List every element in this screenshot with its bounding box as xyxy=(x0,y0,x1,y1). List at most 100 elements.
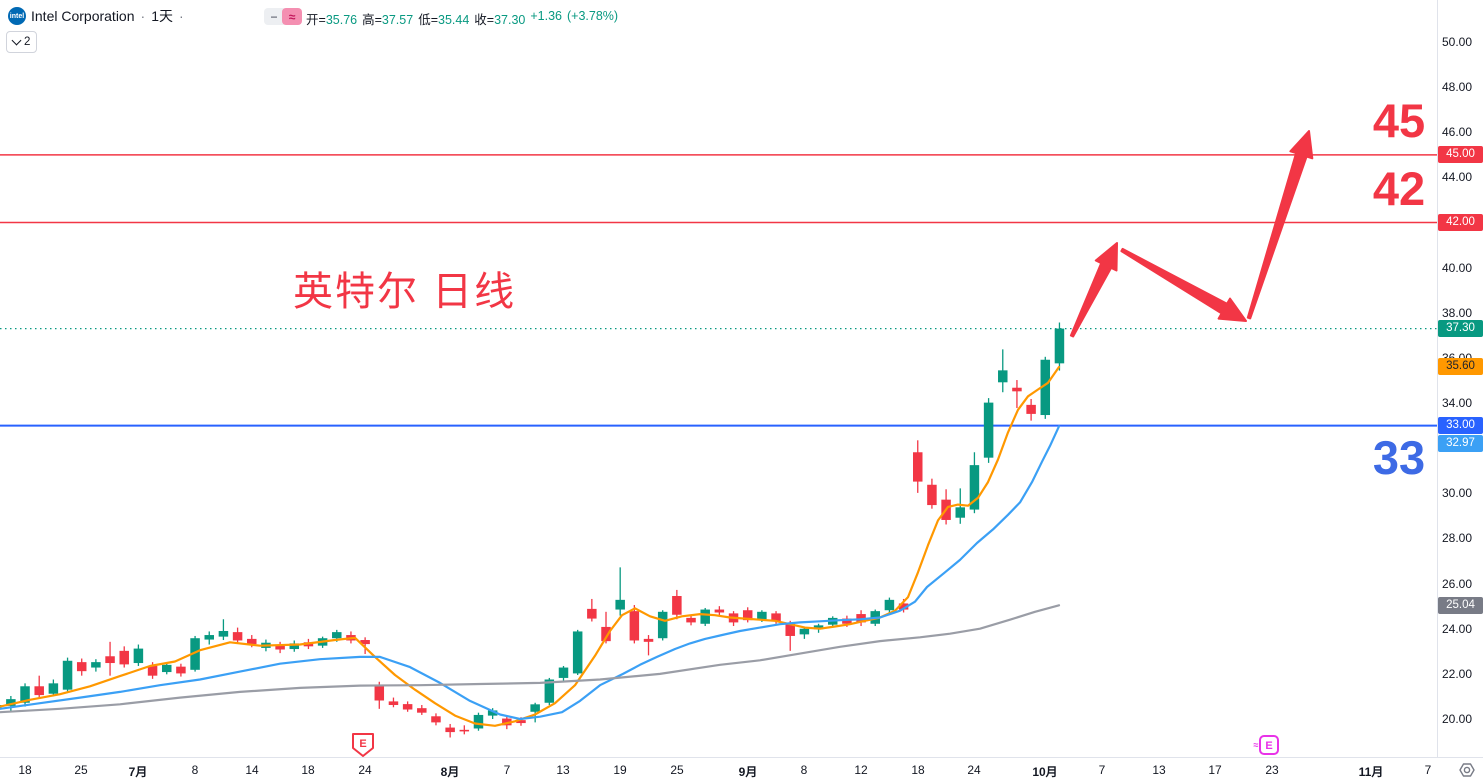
candle-body xyxy=(1054,328,1065,364)
price-tick: 24.00 xyxy=(1442,621,1473,636)
price-tick: 44.00 xyxy=(1442,170,1473,185)
price-tick: 20.00 xyxy=(1442,712,1473,726)
hide-indicator-chip[interactable]: − xyxy=(264,8,284,25)
candle-body xyxy=(884,599,895,611)
candlestick-series[interactable] xyxy=(0,322,1065,738)
open-label: 开= xyxy=(306,13,326,27)
chart-title-annotation[interactable]: 英特尔 日线 xyxy=(293,270,517,314)
time-tick: 7 xyxy=(503,763,511,777)
candle-body xyxy=(742,610,753,621)
minus-icon: − xyxy=(270,9,278,24)
price-axis-label: 33.00 xyxy=(1438,417,1483,435)
candle-body xyxy=(615,599,625,610)
candle-body xyxy=(445,727,455,733)
candle-body xyxy=(374,684,385,701)
candle-body xyxy=(799,628,810,635)
time-tick: 7月 xyxy=(128,765,148,779)
approx-icon: ≈ xyxy=(1254,740,1259,750)
ma-slow-line[interactable] xyxy=(0,604,1061,714)
candle-body xyxy=(147,665,158,676)
price-tick: 40.00 xyxy=(1442,260,1473,275)
arrow-up-1[interactable] xyxy=(1069,242,1118,338)
change-value: +1.36 xyxy=(530,9,563,23)
candle-body xyxy=(1026,404,1036,414)
earnings-reported-marker[interactable]: E xyxy=(352,733,374,757)
price-axis-label: 35.60 xyxy=(1438,358,1483,376)
axis-separator xyxy=(1437,0,1438,757)
candle-body xyxy=(232,632,243,641)
arrow-down-2[interactable] xyxy=(1120,247,1247,322)
time-tick: 14 xyxy=(245,763,259,777)
candle-body xyxy=(332,632,342,639)
arrow-up-3[interactable] xyxy=(1246,130,1314,320)
price-tick: 46.00 xyxy=(1442,125,1473,140)
candle-body xyxy=(6,699,16,706)
target-45-annotation[interactable]: 45 xyxy=(1372,94,1426,147)
earnings-badge-label: E xyxy=(359,738,366,750)
interval-label[interactable]: 1天 xyxy=(151,8,173,24)
candle-body xyxy=(62,660,73,690)
close-value: 37.30 xyxy=(494,13,526,27)
symbol-legend[interactable]: intel Intel Corporation · 1天 · xyxy=(8,6,185,26)
candle-body xyxy=(898,603,909,610)
low-value: 35.44 xyxy=(438,13,470,27)
time-tick: 19 xyxy=(613,763,627,777)
candle-body xyxy=(757,611,767,620)
price-tick: 50.00 xyxy=(1442,35,1473,49)
price-axis[interactable]: 50.0048.0046.0044.0040.0038.0036.0034.00… xyxy=(1438,0,1483,757)
candle-body xyxy=(218,630,229,637)
candle-body xyxy=(459,729,470,732)
price-axis-label: 37.30 xyxy=(1438,320,1483,338)
candle-body xyxy=(714,609,725,613)
axis-settings-button[interactable] xyxy=(1454,759,1480,781)
candle-body xyxy=(487,710,498,716)
candle-body xyxy=(20,686,30,703)
candle-body xyxy=(516,720,526,724)
price-axis-label: 42.00 xyxy=(1438,214,1483,232)
time-tick: 12 xyxy=(854,763,868,777)
price-tick: 26.00 xyxy=(1442,576,1473,591)
approx-indicator-chip[interactable]: ≈ xyxy=(282,8,302,25)
candle-body xyxy=(1012,387,1022,392)
candle-body xyxy=(473,714,484,729)
high-label: 高= xyxy=(362,13,382,27)
time-tick: 18 xyxy=(301,763,315,777)
candle-body xyxy=(431,716,441,723)
earnings-upcoming-marker[interactable]: E≈ xyxy=(1254,735,1279,755)
ma-fast-line[interactable] xyxy=(0,365,1061,727)
time-tick: 18 xyxy=(18,763,32,777)
candle-body xyxy=(502,718,512,726)
time-tick: 25 xyxy=(74,763,88,777)
close-label: 收= xyxy=(474,13,495,27)
support-33-annotation[interactable]: 33 xyxy=(1372,431,1426,484)
candle-body xyxy=(247,638,257,645)
time-tick: 11月 xyxy=(1358,765,1384,779)
legend-chips: − ≈ xyxy=(264,8,302,25)
candle-body xyxy=(76,662,87,672)
candle-body xyxy=(544,679,555,703)
high-value: 37.57 xyxy=(381,13,414,27)
candle-body xyxy=(275,644,285,650)
time-tick: 8 xyxy=(800,763,808,777)
candle-body xyxy=(927,484,937,506)
ma-mid-line[interactable] xyxy=(0,425,1061,721)
candle-body xyxy=(643,638,654,642)
candle-body xyxy=(587,608,597,619)
time-tick: 24 xyxy=(358,763,372,777)
price-tick: 22.00 xyxy=(1442,666,1473,681)
low-label: 低= xyxy=(418,13,438,27)
price-tick: 34.00 xyxy=(1442,396,1473,411)
time-tick: 25 xyxy=(670,763,684,777)
candle-body xyxy=(955,507,966,518)
time-tick: 7 xyxy=(1424,763,1432,777)
time-axis[interactable]: 18 25 7月 8 14 18 24 8月 7 13 19 25 9月 8 12 18 24 10月 7 13 17 2… xyxy=(0,757,1483,783)
ohlc-values: 开=35.76 高=37.57 低=35.44 收=37.30 +1.36 (+… xyxy=(306,9,618,28)
symbol-title[interactable]: Intel Corporation xyxy=(31,8,135,24)
legend-collapse-button[interactable]: 2 xyxy=(6,31,38,53)
time-tick: 10月 xyxy=(1032,765,1058,779)
target-42-annotation[interactable]: 42 xyxy=(1372,162,1426,215)
time-tick: 23 xyxy=(1265,763,1279,777)
candle-body xyxy=(360,640,370,645)
candle-body xyxy=(983,402,994,458)
